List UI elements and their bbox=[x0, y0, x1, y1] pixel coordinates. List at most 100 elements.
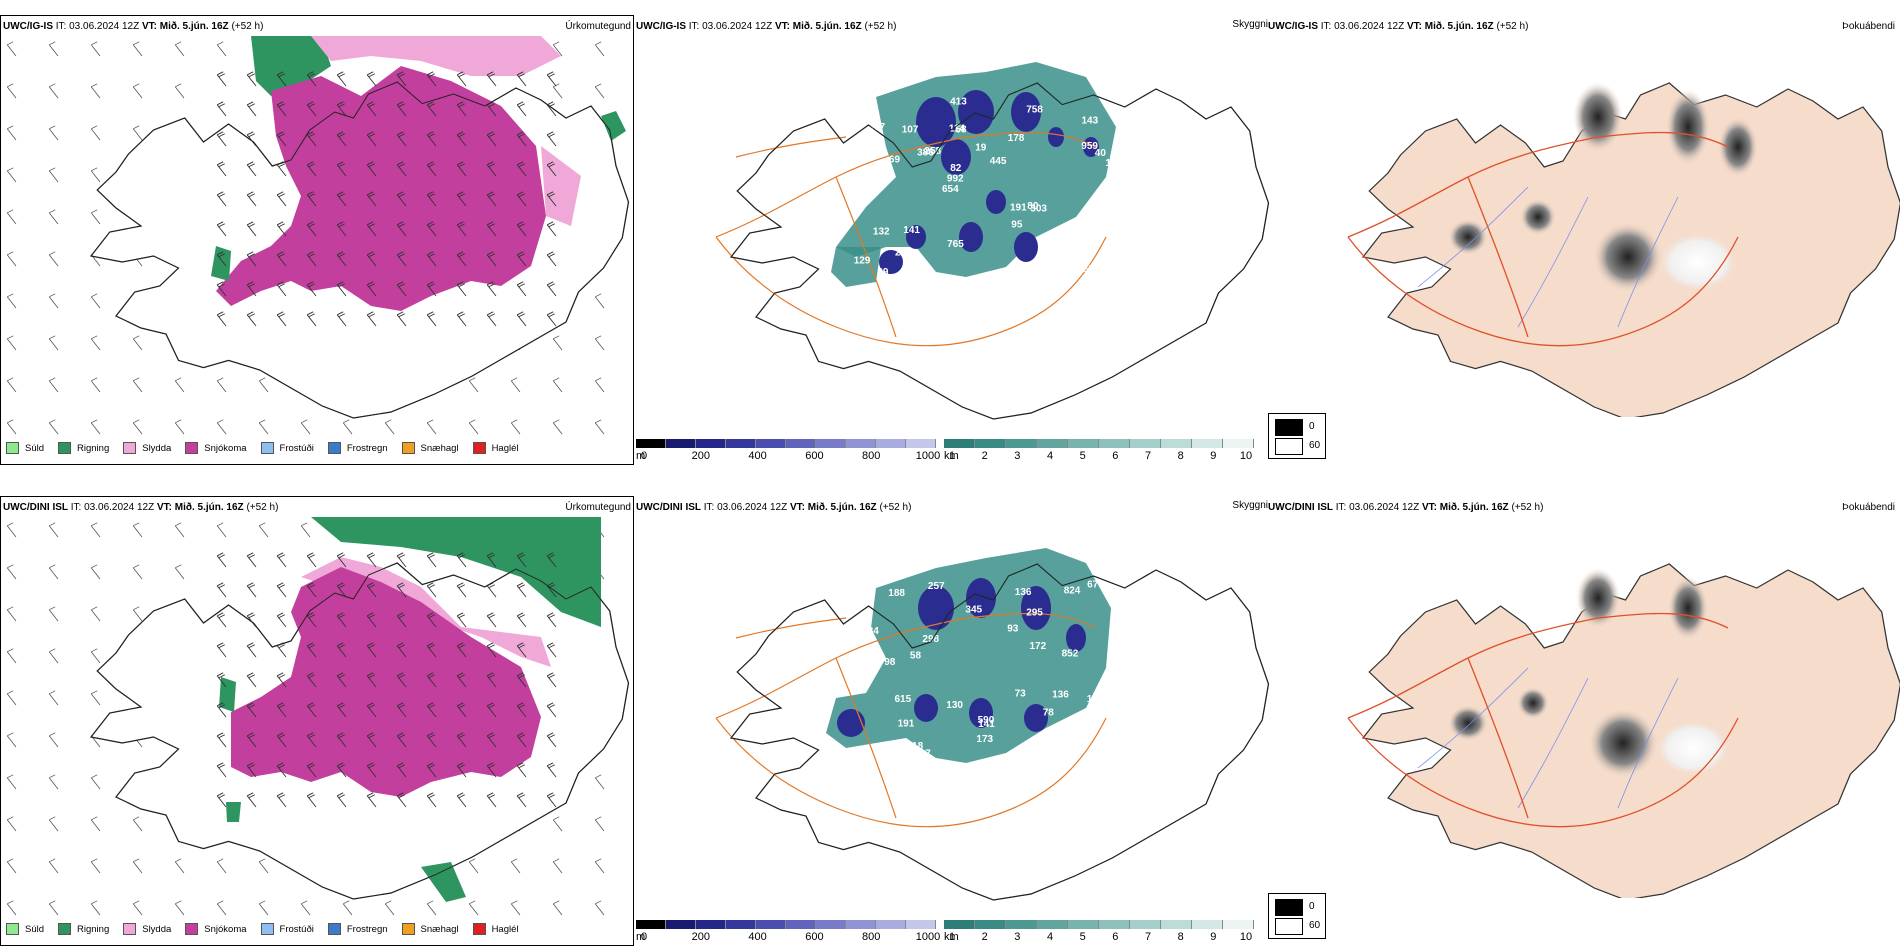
colorbar-tick: 400 bbox=[748, 450, 767, 462]
visibility-km-colorbar: km 1 2 3 4 5 6 7 8 9 10 bbox=[944, 920, 1264, 944]
wind-barb bbox=[486, 672, 497, 688]
wind-barb bbox=[216, 582, 227, 598]
visibility-value-label: 590 bbox=[978, 715, 995, 726]
visibility-km-colorbar: km 1 2 3 4 5 6 7 8 9 10 bbox=[944, 439, 1264, 463]
wind-barb bbox=[216, 251, 227, 267]
legend-swatch bbox=[123, 923, 137, 935]
wind-barb bbox=[246, 582, 257, 598]
cloud-key-swatch-0 bbox=[1275, 899, 1303, 916]
visibility-value-label: 78 bbox=[1043, 708, 1055, 719]
wind-barb bbox=[546, 672, 557, 688]
panel-header: UWC/DINI ISL IT: 03.06.2024 12Z VT: Mið.… bbox=[3, 502, 279, 513]
colorbar-unit: m bbox=[636, 931, 646, 943]
wind-barb bbox=[90, 648, 101, 664]
wind-barb bbox=[246, 792, 257, 808]
wind-barb bbox=[516, 221, 527, 237]
wind-barb bbox=[426, 191, 437, 207]
colorbar-segment bbox=[726, 439, 756, 448]
wind-barb bbox=[246, 71, 257, 87]
wind-barb bbox=[132, 564, 143, 580]
wind-barb bbox=[132, 606, 143, 622]
wind-barb bbox=[90, 522, 101, 538]
wind-barb bbox=[174, 900, 185, 916]
legend-swatch bbox=[401, 442, 415, 454]
wind-barb bbox=[516, 251, 527, 267]
precip-map bbox=[1, 517, 633, 917]
wind-barb bbox=[396, 191, 407, 207]
colorbar-segment bbox=[1161, 439, 1192, 448]
cloud-key-swatch-60 bbox=[1275, 438, 1303, 455]
visibility-value-label: 295 bbox=[1026, 608, 1043, 619]
wind-barb bbox=[594, 335, 605, 351]
visibility-map: 768 113 143 654 178 29 114 19 132 258 129 216 58 445 3… bbox=[715, 62, 1270, 420]
wind-barb bbox=[456, 161, 467, 177]
precip-legend: Súld Rigning Slydda Snjókoma Frostúði Frostre… bbox=[6, 923, 533, 935]
wind-barb bbox=[468, 858, 479, 874]
colorbar-tick: 9 bbox=[1210, 450, 1217, 462]
wind-barb bbox=[486, 251, 497, 267]
visibility-value-label: 258 bbox=[924, 146, 941, 157]
wind-barb bbox=[468, 377, 479, 393]
wind-barb bbox=[306, 792, 317, 808]
visibility-value-label: 824 bbox=[1064, 585, 1081, 596]
legend-swatch bbox=[260, 442, 274, 454]
wind-barb bbox=[366, 71, 377, 87]
wind-barb bbox=[276, 612, 287, 628]
wind-barb bbox=[396, 251, 407, 267]
wind-barb bbox=[456, 101, 467, 117]
wind-barb bbox=[384, 900, 395, 916]
colorbar-segment bbox=[1099, 920, 1130, 929]
wind-barb bbox=[336, 161, 347, 177]
wind-barb bbox=[6, 732, 17, 748]
visibility-value-label: 173 bbox=[976, 734, 993, 745]
wind-barb bbox=[456, 672, 467, 688]
wind-barb bbox=[246, 732, 257, 748]
visibility-value-label: 318 bbox=[907, 741, 924, 752]
wind-barb bbox=[336, 612, 347, 628]
wind-barb bbox=[306, 161, 317, 177]
wind-barb bbox=[366, 732, 377, 748]
legend-label: Frostúði bbox=[279, 442, 314, 454]
wind-barb bbox=[132, 335, 143, 351]
wind-barb bbox=[48, 251, 59, 267]
legend-label: Slydda bbox=[142, 923, 172, 935]
visibility-panel-row2: UWC/DINI ISL IT: 03.06.2024 12Z VT: Mið.… bbox=[636, 496, 1270, 946]
colorbar-tick: 4 bbox=[1046, 931, 1054, 943]
wind-barb bbox=[174, 419, 185, 435]
visibility-value-label: 34 bbox=[868, 626, 880, 637]
wind-barb bbox=[48, 419, 59, 435]
wind-barb bbox=[486, 762, 497, 778]
wind-barb bbox=[396, 281, 407, 297]
wind-barb bbox=[366, 131, 377, 147]
colorbar-unit: km bbox=[944, 450, 959, 462]
wind-barb bbox=[426, 131, 437, 147]
wind-barb bbox=[258, 900, 269, 916]
legend-swatch bbox=[185, 923, 199, 935]
wind-barb bbox=[546, 191, 557, 207]
wind-barb bbox=[336, 221, 347, 237]
cloud-key-label-0: 0 bbox=[1309, 901, 1315, 912]
wind-barb bbox=[516, 191, 527, 207]
wind-barb bbox=[594, 293, 605, 309]
wind-barb bbox=[6, 900, 17, 916]
cloud-key-label-60: 60 bbox=[1309, 440, 1321, 451]
wind-barb bbox=[486, 311, 497, 327]
wind-barb bbox=[306, 732, 317, 748]
visibility-m-colorbar: m 0 200 400 600 800 1000 bbox=[636, 920, 940, 944]
wind-barb bbox=[306, 642, 317, 658]
wind-barb bbox=[366, 161, 377, 177]
wind-barb bbox=[594, 774, 605, 790]
wind-barb bbox=[546, 71, 557, 87]
wind-barb bbox=[6, 522, 17, 538]
wind-barb bbox=[90, 83, 101, 99]
colorbar-tick: 10 bbox=[1239, 931, 1253, 943]
legend-swatch bbox=[123, 442, 137, 454]
wind-barb bbox=[336, 702, 347, 718]
colorbar-segment bbox=[666, 439, 696, 448]
colorbar-tick: 1 bbox=[948, 450, 956, 462]
wind-barb bbox=[90, 690, 101, 706]
visibility-value-label: 93 bbox=[1007, 624, 1019, 635]
panel-title: Úrkomutegund bbox=[565, 502, 631, 513]
wind-barb bbox=[456, 281, 467, 297]
wind-barb bbox=[552, 41, 563, 57]
